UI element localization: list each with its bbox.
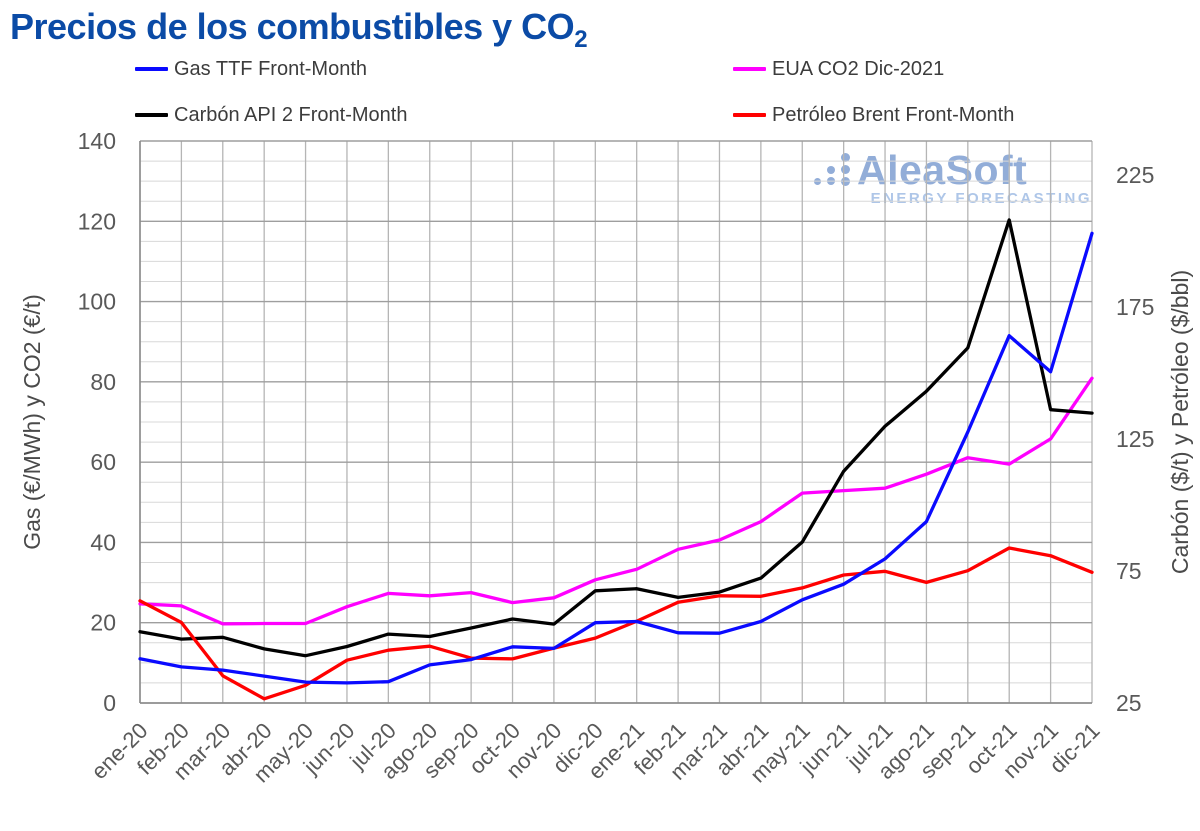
page-title-text: Precios de los combustibles y CO — [10, 6, 575, 47]
series-line-eua-co2-dic-2021 — [138, 376, 1094, 626]
legend-label-carbon-api2: Carbón API 2 Front-Month — [174, 103, 408, 126]
series-line-gas-ttf-front-month — [138, 231, 1094, 685]
right-axis-title: Carbón ($/t) y Petróleo ($/bbl) — [1167, 270, 1193, 574]
legend-label-gas-ttf: Gas TTF Front-Month — [174, 57, 368, 80]
page-title-subscript: 2 — [574, 26, 588, 54]
legend-swatch-petroleo-brent — [733, 113, 766, 117]
watermark-tagline: ENERGY FORECASTING — [870, 190, 1092, 207]
left-axis-tick-label: 140 — [78, 128, 116, 154]
left-axis-title: Gas (€/MWh) y CO2 (€/t) — [19, 294, 45, 550]
legend-item-petroleo-brent: Petróleo Brent Front-Month — [733, 104, 1014, 126]
left-axis-tick-label: 20 — [90, 610, 116, 636]
right-axis-tick-label: 125 — [1116, 426, 1154, 452]
legend-item-eua-co2: EUA CO2 Dic-2021 — [733, 58, 944, 80]
right-axis-tick-label: 225 — [1116, 162, 1154, 188]
legend-label-petroleo-brent: Petróleo Brent Front-Month — [772, 103, 1015, 126]
left-axis-tick-label: 60 — [90, 449, 116, 475]
left-axis-tick-label: 120 — [78, 208, 116, 234]
right-axis-tick-label: 25 — [1116, 690, 1142, 716]
legend-item-gas-ttf: Gas TTF Front-Month — [135, 58, 367, 80]
legend-swatch-gas-ttf — [135, 67, 168, 71]
legend-label-eua-co2: EUA CO2 Dic-2021 — [772, 57, 945, 80]
left-axis-tick-label: 0 — [103, 690, 116, 716]
page-title: Precios de los combustibles y CO2 — [10, 6, 588, 52]
left-axis-tick-label: 100 — [78, 289, 116, 315]
series-line-carb-n-api-2-front-month — [138, 218, 1094, 658]
right-axis-tick-label: 175 — [1116, 294, 1154, 320]
series-line-petr-leo-brent-front-month — [138, 546, 1094, 701]
left-axis-tick-label: 40 — [90, 529, 116, 555]
right-axis-tick-label: 75 — [1116, 558, 1142, 584]
left-axis-tick-label: 80 — [90, 369, 116, 395]
legend-swatch-eua-co2 — [733, 67, 766, 71]
legend-item-carbon-api2: Carbón API 2 Front-Month — [135, 104, 407, 126]
legend-swatch-carbon-api2 — [135, 113, 168, 117]
